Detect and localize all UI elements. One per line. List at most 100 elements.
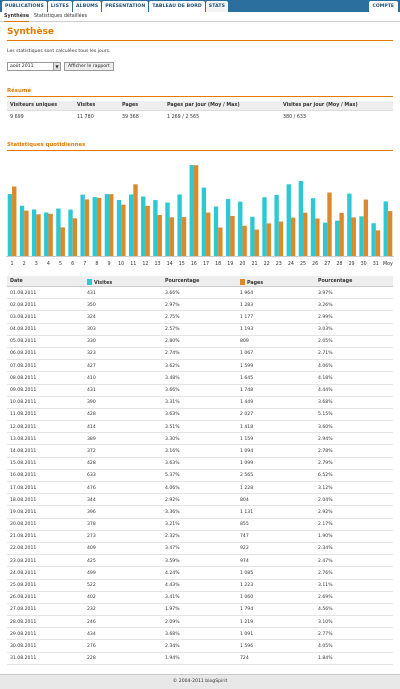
bar-pages-20	[242, 225, 247, 256]
nav-tab-6[interactable]: STATS	[205, 1, 229, 12]
tick-label: 23	[276, 261, 282, 267]
month-select[interactable]: août 2011 ▼	[7, 62, 61, 71]
daily-stats-divider	[7, 150, 393, 151]
table-cell: 3.12%	[318, 485, 333, 491]
table-cell: 3.97%	[318, 290, 333, 296]
account-tab[interactable]: COMPTE	[368, 1, 398, 12]
tick-label: 20	[239, 261, 245, 267]
tick-label: 30	[361, 261, 367, 267]
table-cell: 2.34%	[318, 546, 333, 552]
bar-visits-3	[31, 209, 37, 256]
summary-value-visits-day: 380 / 633	[283, 115, 306, 120]
daily-stats-heading: Statistiques quotidiennes	[7, 142, 86, 148]
page-title: Synthèse	[7, 27, 55, 37]
table-cell: 2.05%	[318, 339, 333, 345]
bar-visits-23	[274, 194, 279, 256]
table-cell: 4.56%	[318, 607, 333, 613]
bar-visits-19	[225, 199, 231, 256]
col-pages-pct: Pourcentage	[318, 279, 353, 284]
bar-visits-28	[335, 220, 340, 256]
nav-tab-1[interactable]: PUBLICATIONS	[2, 1, 47, 12]
table-cell: 232	[87, 607, 96, 613]
table-cell: 22.08.2011	[10, 546, 37, 552]
table-cell: 431	[87, 388, 96, 393]
table-cell: 276	[87, 643, 96, 649]
pages-swatch-icon	[240, 279, 245, 285]
table-row: 16.08.2011 633 5.37% 2 565 6.52%	[7, 470, 393, 482]
summary-header-pages-day: Pages par jour (Moy / Max)	[167, 103, 240, 108]
table-cell: 1 223	[240, 583, 254, 588]
subnav-details[interactable]: Statistiques détaillées	[34, 14, 88, 19]
tick-label: 9	[108, 261, 111, 267]
show-report-button[interactable]: Afficher le rapport	[64, 62, 114, 71]
table-cell: 378	[87, 522, 96, 528]
bar-pages-13	[157, 214, 162, 256]
table-row: 08.08.2011 410 3.48% 1 645 4.18%	[7, 372, 393, 385]
bar-visits-Moy	[383, 201, 388, 257]
table-cell: 1 085	[240, 570, 254, 576]
col-visits-label: Visites	[94, 281, 113, 286]
table-cell: 1.97%	[165, 607, 180, 613]
table-row: 21.08.2011 273 2.32% 747 1.90%	[7, 531, 393, 543]
bar-visits-30	[359, 216, 364, 256]
sub-nav: Synthèse Statistiques détaillées	[0, 12, 400, 22]
nav-tab-5[interactable]: TABLEAU DE BORD	[149, 1, 205, 12]
title-divider	[7, 40, 393, 41]
table-cell: 724	[240, 656, 249, 662]
table-cell: 1.90%	[318, 534, 333, 540]
table-cell: 1 228	[240, 485, 254, 491]
table-cell: 1 099	[240, 461, 254, 467]
bar-pages-5	[60, 227, 65, 256]
table-cell: 3.48%	[165, 375, 180, 381]
tick-label: 15	[179, 261, 185, 267]
table-cell: 476	[87, 485, 96, 491]
bar-pages-11	[133, 184, 138, 256]
table-cell: 3.66%	[165, 388, 180, 393]
table-cell: 747	[240, 534, 249, 540]
nav-tab-4[interactable]: PRÉSENTATION	[102, 1, 149, 12]
nav-tab-3[interactable]: ALBUMS	[73, 1, 102, 12]
table-cell: 499	[87, 570, 96, 576]
col-pages-label: Pages	[247, 281, 264, 286]
bar-pages-18	[218, 227, 223, 256]
tick-label: 29	[349, 261, 355, 267]
bar-pages-16	[193, 165, 199, 256]
bar-pages-3	[36, 214, 41, 256]
tick-label: Moy	[383, 261, 393, 267]
table-cell: 28.08.2011	[10, 619, 37, 625]
table-cell: 20.08.2011	[10, 522, 37, 528]
table-cell: 3.21%	[165, 522, 180, 528]
tick-label: 16	[191, 261, 197, 267]
table-cell: 2.94%	[318, 436, 333, 442]
table-cell: 5.37%	[165, 473, 180, 479]
table-cell: 01.08.2011	[10, 290, 37, 296]
bar-pages-30	[363, 199, 369, 256]
table-cell: 25.08.2011	[10, 583, 37, 588]
bar-pages-28	[339, 212, 344, 256]
bar-visits-29	[347, 193, 352, 256]
chevron-down-icon[interactable]: ▼	[53, 63, 60, 70]
bar-pages-10	[121, 204, 126, 256]
table-cell: 15.08.2011	[10, 461, 37, 467]
table-cell: 428	[87, 461, 96, 467]
table-cell: 522	[87, 583, 96, 588]
table-cell: 1 599	[240, 363, 254, 369]
table-cell: 2.79%	[318, 461, 333, 467]
summary-header-visits: Visites	[77, 103, 96, 108]
tick-label: 21	[252, 261, 258, 267]
daily-table-body: 01.08.2011 431 3.66% 1 964 3.97% 02.08.2011 35…	[7, 287, 393, 665]
nav-tab-2[interactable]: LISTES	[47, 1, 73, 12]
bar-pages-14	[169, 217, 175, 256]
subnav-synthese[interactable]: Synthèse	[4, 13, 30, 22]
table-cell: 1 748	[240, 388, 254, 393]
table-cell: 1 094	[240, 448, 254, 454]
bar-pages-25	[303, 212, 308, 256]
bar-visits-2	[19, 205, 25, 256]
bar-pages-2	[24, 210, 29, 256]
tick-label: 7	[83, 261, 86, 267]
bar-pages-4	[48, 213, 53, 256]
table-cell: 2.99%	[318, 314, 333, 320]
bar-pages-26	[315, 218, 320, 256]
table-cell: 3.63%	[165, 412, 180, 418]
table-row: 05.08.2011 330 2.80% 809 2.05%	[7, 336, 393, 348]
